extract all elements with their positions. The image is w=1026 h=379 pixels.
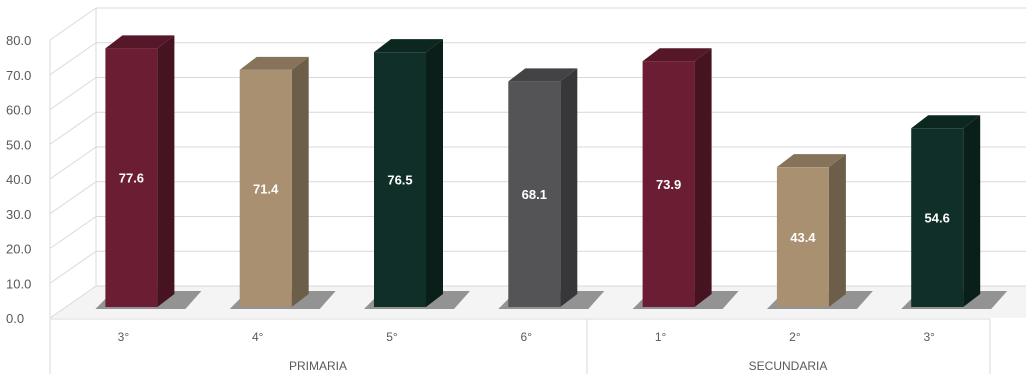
data-label: 71.4 [253, 181, 279, 196]
bar-side [426, 39, 443, 307]
bar [508, 81, 561, 307]
bar [105, 48, 158, 308]
gridline-side [49, 111, 97, 145]
data-label: 54.6 [925, 211, 950, 226]
x-tick-label: 3° [118, 330, 130, 344]
bar [642, 61, 695, 308]
gridline-side [49, 285, 97, 319]
bar-side [963, 115, 981, 307]
bar [239, 69, 292, 307]
y-tick-label: 10.0 [6, 276, 31, 291]
x-tick-label: 5° [386, 330, 398, 344]
x-tick-label: 4° [252, 330, 264, 344]
data-label: 73.9 [656, 177, 681, 192]
y-tick-label: 50.0 [6, 137, 31, 152]
bar-side [560, 68, 578, 307]
bar-top [911, 115, 981, 129]
y-tick-label: 70.0 [6, 68, 31, 83]
x-tick-label: 2° [789, 330, 801, 344]
bar [374, 52, 426, 307]
y-tick-label: 0.0 [6, 311, 24, 326]
bar-side [694, 48, 712, 307]
x-tick-label: 1° [655, 330, 667, 344]
gridline-side [49, 146, 97, 180]
bar-top [374, 39, 443, 53]
x-tick-label: 6° [521, 330, 533, 344]
data-label: 77.6 [119, 171, 144, 186]
bar-side [157, 35, 175, 308]
gridline-side [49, 216, 97, 249]
y-tick-label: 20.0 [6, 242, 31, 257]
gridline-side [49, 181, 97, 215]
bar [776, 167, 829, 307]
gridline-side [49, 250, 97, 284]
group-label: SECUNDARIA [749, 359, 828, 373]
data-label: 76.5 [387, 173, 412, 188]
bar [911, 128, 964, 307]
data-label: 68.1 [522, 187, 547, 202]
gridline-side [49, 42, 97, 76]
gridline-side [49, 7, 97, 41]
y-tick-label: 30.0 [6, 207, 31, 222]
y-tick-label: 60.0 [6, 103, 31, 118]
bar-top [105, 35, 175, 49]
y-tick-label: 80.0 [6, 33, 31, 48]
x-tick-label: 3° [923, 330, 935, 344]
bar-top [776, 154, 846, 168]
data-label: 43.4 [790, 230, 816, 245]
bar-top [239, 56, 309, 70]
bar-top [642, 48, 712, 62]
bar-side [828, 154, 846, 307]
bar-side [291, 56, 309, 308]
bar-top [508, 68, 578, 82]
y-tick-label: 40.0 [6, 172, 31, 187]
group-label: PRIMARIA [289, 359, 347, 373]
gridline-side [49, 77, 97, 110]
